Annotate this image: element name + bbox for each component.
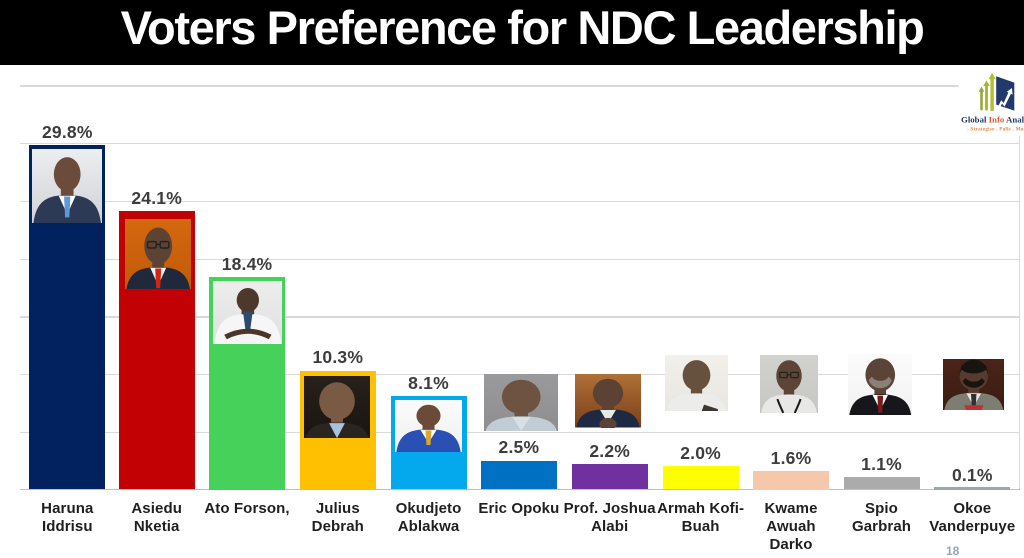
svg-text:Global Info Analytics: Global Info Analytics xyxy=(961,115,1024,125)
svg-text:- Strategise . Polls . Modelli: - Strategise . Polls . Modelling xyxy=(967,128,1024,133)
